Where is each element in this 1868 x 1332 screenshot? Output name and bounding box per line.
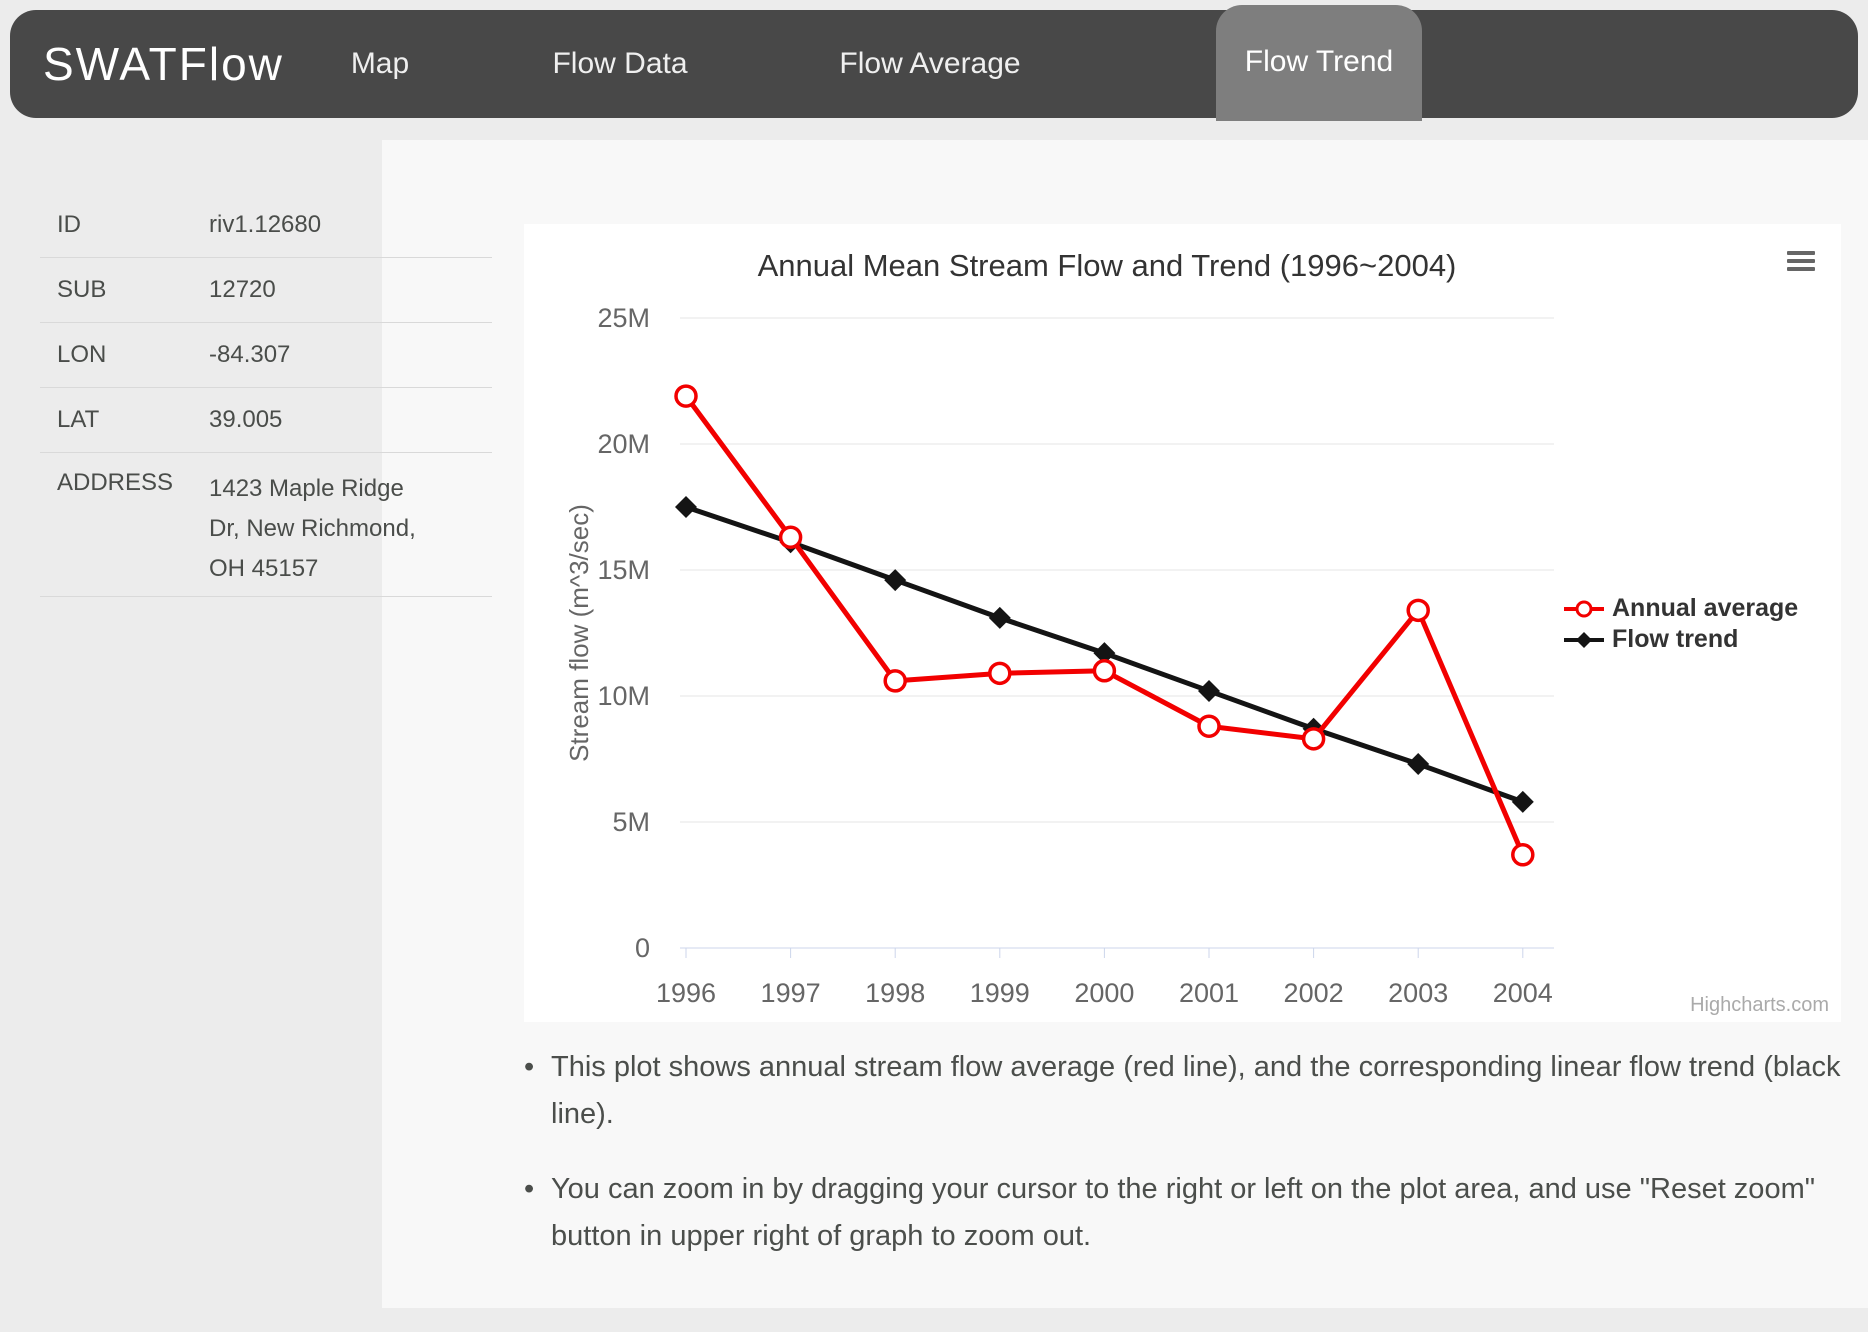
legend-item-annual-average[interactable]: Annual average (1564, 593, 1798, 624)
svg-text:2001: 2001 (1179, 978, 1239, 1008)
nav-item-flow-average[interactable]: Flow Average (839, 47, 1021, 80)
chart-title: Annual Mean Stream Flow and Trend (1996~… (757, 248, 1457, 283)
chart-notes: • This plot shows annual stream flow ave… (524, 1044, 1844, 1288)
flow-trend-plot-area[interactable]: 1996 1997 1998 1999 2000 2001 2002 2003 2004 0 5M 1… (524, 224, 1841, 1022)
hamburger-icon[interactable] (1787, 251, 1815, 273)
row-label: SUB (57, 276, 107, 303)
table-row-lat: LAT 39.005 (40, 388, 492, 453)
header-bar: SWATFlow Map Flow Data Flow Average (10, 10, 1858, 118)
row-value: -84.307 (209, 341, 291, 368)
svg-text:5M: 5M (612, 807, 650, 837)
bullet-dot-icon: • (524, 1173, 535, 1205)
svg-text:1999: 1999 (970, 978, 1030, 1008)
row-label: ID (57, 211, 81, 238)
row-value: 1423 Maple Ridge Dr, New Richmond, OH 45… (209, 475, 416, 582)
svg-text:0: 0 (635, 933, 650, 963)
svg-text:25M: 25M (597, 303, 650, 333)
svg-text:15M: 15M (597, 555, 650, 585)
app-logo: SWATFlow (43, 38, 284, 90)
row-label: ADDRESS (57, 469, 174, 496)
nav-tab-flow-trend-active[interactable]: Flow Trend (1216, 5, 1422, 121)
legend-label: Annual average (1612, 594, 1799, 622)
nav-item-flow-data[interactable]: Flow Data (552, 47, 688, 80)
bullet-dot-icon: • (524, 1051, 535, 1083)
svg-text:2004: 2004 (1493, 978, 1553, 1008)
row-value: riv1.12680 (209, 211, 322, 238)
table-row-id: ID riv1.12680 (40, 193, 492, 258)
station-info-table: ID riv1.12680 SUB 12720 LON -84.307 LAT … (40, 193, 492, 597)
svg-text:2003: 2003 (1388, 978, 1448, 1008)
svg-text:20M: 20M (597, 429, 650, 459)
row-label: LON (57, 341, 107, 368)
svg-text:2000: 2000 (1074, 978, 1134, 1008)
row-value: 12720 (209, 276, 276, 303)
table-row-address: ADDRESS 1423 Maple Ridge Dr, New Richmon… (40, 453, 492, 597)
note-text: You can zoom in by dragging your cursor … (551, 1173, 1816, 1252)
highcharts-credit-link[interactable]: Highcharts.com (1690, 994, 1829, 1016)
note-bullet-2: • You can zoom in by dragging your curso… (524, 1166, 1844, 1260)
svg-text:1998: 1998 (865, 978, 925, 1008)
annual-average-symbol-icon (1564, 600, 1604, 617)
svg-text:Stream flow (m^3/sec): Stream flow (m^3/sec) (564, 504, 594, 762)
nav-tab-flow-trend-label: Flow Trend (1244, 45, 1394, 78)
nav-item-map[interactable]: Map (350, 47, 410, 80)
note-bullet-1: • This plot shows annual stream flow ave… (524, 1044, 1844, 1138)
svg-text:2002: 2002 (1284, 978, 1344, 1008)
legend-item-flow-trend[interactable]: Flow trend (1564, 624, 1798, 655)
svg-text:10M: 10M (597, 681, 650, 711)
note-text: This plot shows annual stream flow avera… (551, 1051, 1841, 1130)
legend-label: Flow trend (1612, 625, 1739, 653)
row-value: 39.005 (209, 406, 283, 433)
svg-text:1996: 1996 (656, 978, 716, 1008)
svg-text:1997: 1997 (761, 978, 821, 1008)
flow-trend-chart-card: Annual Mean Stream Flow and Trend (1996~… (524, 224, 1841, 1022)
row-label: LAT (57, 406, 100, 433)
table-row-lon: LON -84.307 (40, 323, 492, 388)
chart-legend: Annual average Flow trend (1564, 593, 1798, 655)
flow-trend-symbol-icon (1564, 631, 1604, 648)
table-row-sub: SUB 12720 (40, 258, 492, 323)
